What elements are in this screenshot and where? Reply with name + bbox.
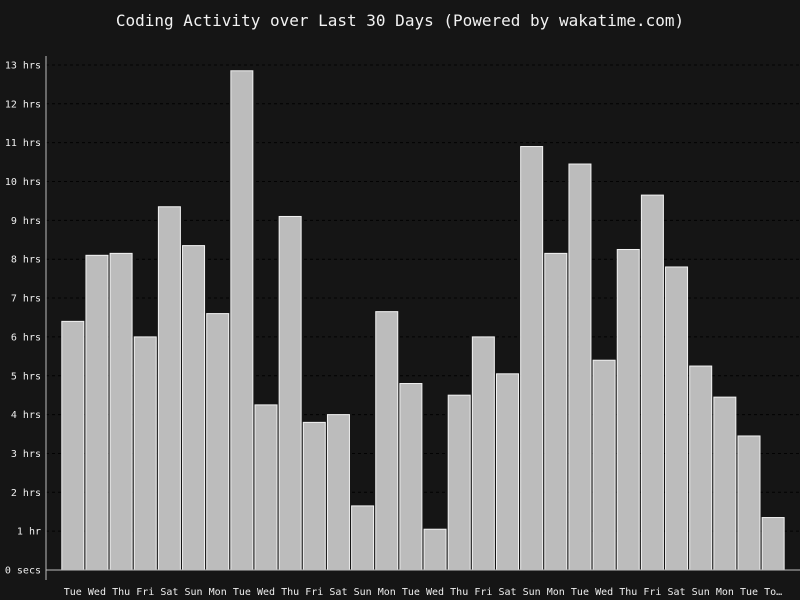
y-tick-label: 13 hrs [5,60,41,71]
y-tick-label: 11 hrs [5,138,41,149]
x-tick-label: Sat [329,587,347,598]
bar [616,248,640,571]
bar [206,313,230,571]
y-tick-label: 9 hrs [11,216,41,227]
x-tick-label: Tue [233,587,251,598]
bar [713,396,737,571]
x-tick-label: Tue [740,587,758,598]
bar [592,359,616,571]
x-tick-label: Thu [281,587,299,598]
x-tick-label: Tue [571,587,589,598]
y-tick-label: 12 hrs [5,99,41,110]
bar [109,252,133,571]
x-tick-label: Fri [136,587,154,598]
bar [375,311,399,571]
y-tick-label: 6 hrs [11,332,41,343]
x-tick-label: Sun [692,587,710,598]
bar [423,528,447,571]
x-tick-label: Wed [88,587,106,598]
x-tick-label: Thu [450,587,468,598]
y-tick-label: 3 hrs [11,449,41,460]
bar [182,245,206,571]
bar [640,194,664,571]
y-tick-label: 5 hrs [11,371,41,382]
x-tick-label: Sun [185,587,203,598]
x-tick-label: Mon [378,587,396,598]
x-tick-label: Tue [402,587,420,598]
bar [351,505,375,571]
bar [133,336,157,571]
y-tick-label: 8 hrs [11,255,41,266]
bar [399,383,423,571]
bar [737,435,761,571]
x-tick-label: To… [764,587,782,598]
x-tick-label: Wed [426,587,444,598]
bar [157,206,181,571]
x-tick-label: Wed [257,587,275,598]
x-tick-label: Fri [474,587,492,598]
x-tick-label: Sat [498,587,516,598]
x-tick-label: Sun [523,587,541,598]
x-tick-label: Sat [668,587,686,598]
y-tick-label: 1 hr [17,527,41,538]
bar [326,414,350,571]
y-tick-label: 2 hrs [11,488,41,499]
bar [496,373,519,571]
x-tick-label: Mon [547,587,565,598]
bar [85,254,109,571]
bars-layer [61,70,785,571]
x-tick-label: Fri [305,587,323,598]
bar [61,320,85,571]
y-axis-ticks: 0 secs 1 hr 2 hrs 3 hrs 4 hrs 5 hrs 6 hrs 7 hrs… [5,60,41,576]
x-tick-label: Sun [354,587,372,598]
x-axis-ticks: Tue Wed Thu Fri Sat Sun Mon Tue Wed Thu Fri Sat Sun M… [64,587,782,598]
y-tick-label: 10 hrs [5,177,41,188]
bar [520,146,544,571]
bar [278,215,302,571]
x-tick-label: Mon [716,587,734,598]
x-tick-label: Mon [209,587,227,598]
x-tick-label: Sat [160,587,178,598]
x-tick-label: Tue [64,587,82,598]
bar [447,394,471,571]
bar [761,517,785,571]
x-tick-label: Thu [619,587,637,598]
x-tick-label: Fri [643,587,661,598]
x-tick-label: Thu [112,587,130,598]
bar [230,70,254,571]
chart-title: Coding Activity over Last 30 Days (Power… [116,11,684,30]
y-tick-label: 0 secs [5,566,41,577]
x-tick-label: Wed [595,587,613,598]
bar [689,365,713,571]
bar [471,336,495,571]
bar [665,266,689,571]
bar [544,252,568,571]
y-tick-label: 4 hrs [11,410,41,421]
y-tick-label: 7 hrs [11,294,41,305]
bar [568,163,592,571]
bar [302,421,326,571]
bar [254,404,278,571]
